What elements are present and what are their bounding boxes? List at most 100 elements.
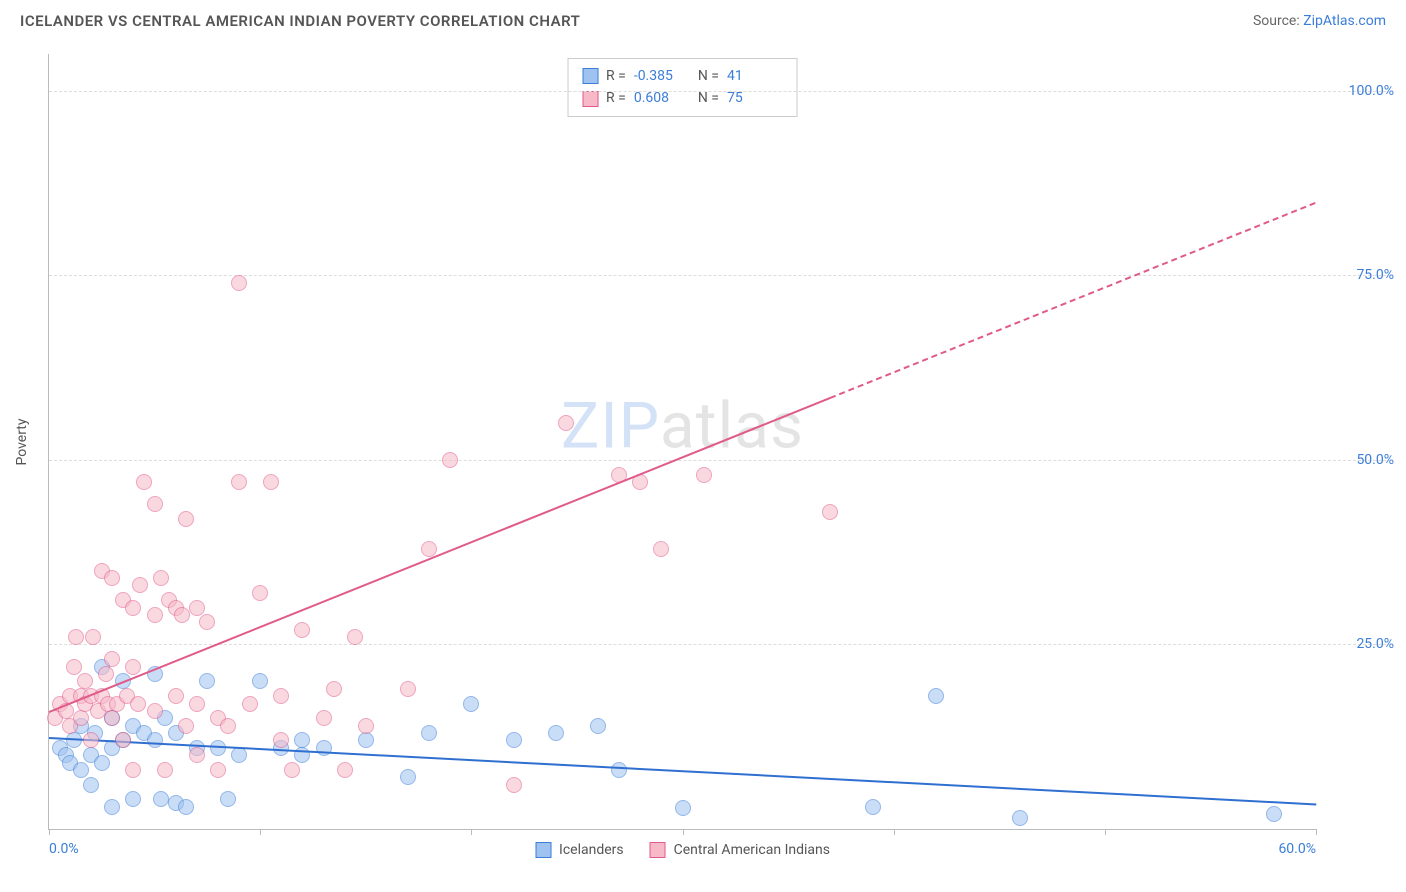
scatter-point: [125, 762, 141, 778]
scatter-point: [231, 275, 247, 291]
x-tick: [1105, 829, 1106, 835]
watermark: ZIPatlas: [561, 389, 804, 464]
scatter-point: [73, 710, 89, 726]
scatter-point: [675, 800, 691, 816]
scatter-point: [273, 688, 289, 704]
stat-r-label: R =: [606, 65, 626, 87]
scatter-point: [130, 696, 146, 712]
scatter-point: [611, 762, 627, 778]
scatter-point: [153, 570, 169, 586]
scatter-point: [242, 696, 258, 712]
watermark-part-b: atlas: [660, 389, 804, 464]
scatter-point: [125, 791, 141, 807]
series-swatch: [582, 91, 598, 107]
series-swatch: [535, 842, 551, 858]
scatter-point: [928, 688, 944, 704]
x-tick: [49, 829, 50, 835]
scatter-point: [178, 511, 194, 527]
y-tick-label: 75.0%: [1346, 267, 1394, 283]
scatter-point: [558, 415, 574, 431]
scatter-point: [147, 496, 163, 512]
x-tick: [260, 829, 261, 835]
stat-n-value: 41: [727, 65, 783, 87]
scatter-point: [77, 673, 93, 689]
scatter-point: [316, 710, 332, 726]
scatter-point: [125, 659, 141, 675]
scatter-point: [83, 777, 99, 793]
correlation-stats-box: R =-0.385N =41R =0.608N =75: [567, 58, 798, 117]
scatter-point: [178, 718, 194, 734]
gridline-h: [49, 644, 1386, 645]
scatter-point: [104, 570, 120, 586]
scatter-point: [358, 732, 374, 748]
y-tick-label: 25.0%: [1346, 636, 1394, 652]
chart-title: ICELANDER VS CENTRAL AMERICAN INDIAN POV…: [20, 12, 580, 30]
scatter-point: [231, 474, 247, 490]
scatter-point: [421, 541, 437, 557]
scatter-point: [294, 622, 310, 638]
x-tick: [683, 829, 684, 835]
trend-line: [830, 202, 1316, 399]
x-tick: [1316, 829, 1317, 835]
scatter-point: [199, 614, 215, 630]
x-tick-label: 0.0%: [49, 841, 79, 857]
scatter-point: [147, 732, 163, 748]
stat-r-value: -0.385: [634, 65, 690, 87]
stat-n-label: N =: [698, 65, 719, 87]
y-axis-label: Poverty: [14, 418, 30, 465]
scatter-point: [136, 474, 152, 490]
scatter-point: [590, 718, 606, 734]
scatter-point: [68, 629, 84, 645]
scatter-point: [1012, 810, 1028, 826]
scatter-plot-area: ZIPatlas R =-0.385N =41R =0.608N =75 Ice…: [48, 54, 1316, 830]
scatter-point: [273, 732, 289, 748]
scatter-point: [1266, 806, 1282, 822]
scatter-point: [220, 718, 236, 734]
y-tick-label: 50.0%: [1346, 452, 1394, 468]
legend-item: Icelanders: [535, 839, 624, 861]
scatter-point: [210, 762, 226, 778]
scatter-point: [263, 474, 279, 490]
source-link[interactable]: ZipAtlas.com: [1303, 13, 1386, 29]
scatter-point: [147, 607, 163, 623]
source-label: Source:: [1253, 13, 1303, 29]
scatter-point: [104, 651, 120, 667]
scatter-point: [199, 673, 215, 689]
scatter-point: [220, 791, 236, 807]
scatter-point: [347, 629, 363, 645]
scatter-point: [168, 688, 184, 704]
scatter-point: [548, 725, 564, 741]
scatter-point: [337, 762, 353, 778]
scatter-point: [189, 747, 205, 763]
scatter-point: [506, 777, 522, 793]
gridline-h: [49, 275, 1386, 276]
scatter-point: [865, 799, 881, 815]
scatter-point: [157, 762, 173, 778]
scatter-point: [463, 696, 479, 712]
x-tick: [471, 829, 472, 835]
x-tick: [894, 829, 895, 835]
scatter-point: [400, 681, 416, 697]
scatter-point: [189, 600, 205, 616]
scatter-point: [104, 710, 120, 726]
scatter-point: [284, 762, 300, 778]
scatter-point: [147, 703, 163, 719]
series-legend: Icelanders Central American Indians: [535, 839, 830, 861]
scatter-point: [73, 762, 89, 778]
scatter-point: [85, 629, 101, 645]
scatter-point: [294, 732, 310, 748]
trend-line: [49, 397, 831, 713]
scatter-point: [94, 755, 110, 771]
scatter-point: [400, 769, 416, 785]
scatter-point: [83, 732, 99, 748]
x-tick-label: 60.0%: [1278, 841, 1316, 857]
gridline-h: [49, 91, 1386, 92]
legend-item: Central American Indians: [650, 839, 830, 861]
scatter-point: [174, 607, 190, 623]
source-attribution: Source: ZipAtlas.com: [1253, 13, 1386, 29]
scatter-point: [326, 681, 342, 697]
trend-line: [49, 737, 1316, 805]
scatter-point: [252, 585, 268, 601]
series-swatch: [650, 842, 666, 858]
scatter-point: [442, 452, 458, 468]
